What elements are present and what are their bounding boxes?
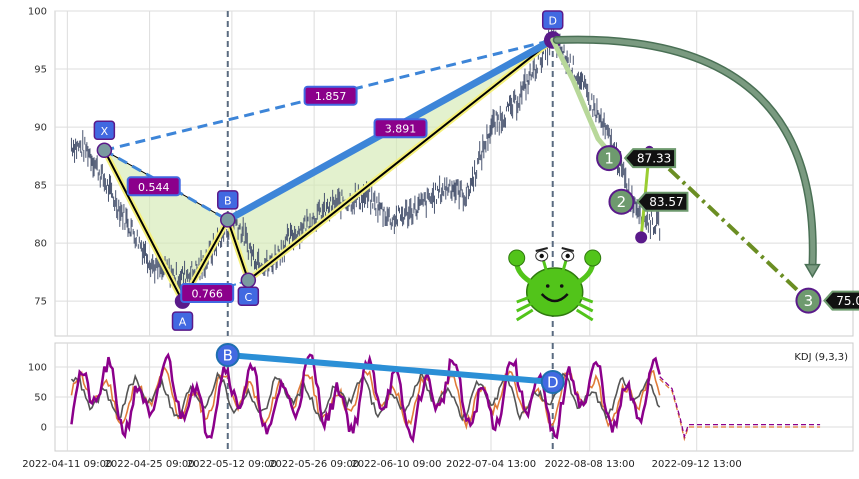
x-tick-label: 2022-04-25 09:00	[105, 459, 195, 470]
point-x-box	[93, 120, 116, 141]
crab-face-dot	[559, 284, 564, 288]
point-b-label: B	[224, 194, 232, 207]
point-c-box	[237, 286, 260, 307]
kdj-k-line	[70, 365, 661, 431]
target-1-number: 1	[604, 150, 614, 168]
ratio-box	[373, 118, 428, 139]
crab-face-dot	[545, 284, 550, 288]
target-2-number: 2	[617, 193, 627, 211]
y-tick-label: 0	[41, 423, 47, 434]
point-b-box	[217, 190, 239, 210]
crab-claw	[508, 249, 526, 267]
indicator-label: KDJ (9,3,3)	[794, 352, 848, 363]
point-a-box	[171, 311, 194, 331]
crab-mouth	[540, 293, 569, 303]
y-tick-label: 100	[28, 363, 47, 374]
x-tick-label: 2022-07-04 13:00	[446, 459, 536, 470]
kdj-series: BD	[70, 343, 821, 444]
kdj-projection	[659, 376, 821, 439]
target-1-marker	[596, 145, 623, 172]
x-tick-label: 2022-04-11 09:00	[22, 459, 112, 470]
ratio-box	[180, 283, 235, 304]
x-tick-label: 2022-05-12 09:00	[187, 459, 277, 470]
target-2-marker	[608, 188, 635, 215]
ratio-label: 0.766	[191, 288, 223, 301]
projection-line	[648, 148, 810, 303]
y-tick-label: 80	[34, 239, 47, 250]
point-b-marker	[220, 212, 236, 228]
y-tick-label: 85	[34, 181, 47, 192]
ratio-box	[303, 85, 358, 106]
kdj-d-label: D	[547, 374, 559, 392]
ratio-box	[126, 176, 181, 197]
point-c-label: C	[244, 291, 252, 304]
crab-brow	[535, 247, 548, 252]
point-d-box	[541, 10, 564, 30]
target-2-value: 83.57	[649, 195, 683, 209]
leg-line	[247, 39, 554, 282]
labels: X A B C D 0.544 0.766 1.857 3.891 KDJ (9,3,3)	[93, 10, 848, 363]
point-d-label: D	[548, 15, 556, 28]
y-tick-label: 95	[34, 65, 47, 76]
kdj-divergence-line	[224, 352, 556, 385]
kdj-b-marker	[215, 343, 240, 367]
ratio-label: 3.891	[385, 123, 417, 136]
target-3-value-box	[823, 290, 859, 311]
crab-brow	[561, 247, 574, 252]
curved-arrow-head	[804, 263, 821, 279]
point-c-marker	[240, 272, 257, 289]
kdj-d-marker	[540, 370, 565, 394]
crab-pupil	[539, 253, 544, 259]
projection-point	[635, 231, 648, 244]
crab-body	[525, 267, 584, 317]
target-1-value: 87.33	[637, 152, 671, 166]
curved-arrow	[554, 37, 816, 270]
point-x-marker	[96, 142, 113, 159]
point-a-label: A	[179, 316, 187, 329]
target-3-number: 3	[804, 292, 814, 310]
kdj-j-line	[70, 352, 661, 444]
crab-icon	[508, 247, 602, 322]
kdj-b-label: B	[223, 347, 233, 365]
leg-line	[226, 219, 250, 281]
target-3-marker	[795, 287, 822, 314]
target-1-value-box	[623, 148, 677, 169]
y-tick-label: 90	[34, 123, 47, 134]
crab-pupil	[565, 253, 570, 259]
crab-leg	[575, 308, 594, 322]
ratio-label: 1.857	[315, 90, 347, 103]
crab-leg	[515, 308, 534, 322]
target-3-value: 75.05	[836, 294, 859, 308]
ratio-label: 0.544	[138, 181, 170, 194]
x-tick-label: 2022-05-26 09:00	[269, 459, 359, 470]
crab-claw	[584, 249, 602, 267]
x-tick-label: 2022-09-12 13:00	[652, 459, 742, 470]
crab-leg	[516, 301, 534, 313]
crab-leg	[576, 301, 594, 313]
point-x-label: X	[101, 125, 109, 138]
y-tick-label: 100	[28, 7, 47, 18]
y-tick-label: 50	[34, 393, 47, 404]
x-tick-label: 2022-06-10 09:00	[351, 459, 441, 470]
crab-leg	[516, 294, 534, 304]
x-tick-label: 2022-08-08 13:00	[545, 459, 635, 470]
leg-line	[103, 149, 184, 302]
targets: 1 87.33 2 83.57 3 75.05	[550, 35, 859, 314]
y-tick-label: 75	[34, 297, 47, 308]
crab-leg	[576, 294, 594, 304]
target-2-value-box	[636, 191, 689, 212]
